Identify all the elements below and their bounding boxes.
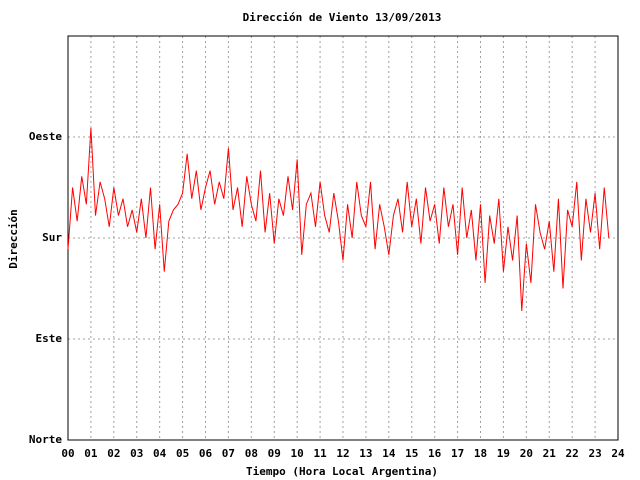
x-tick-label: 24 bbox=[611, 447, 625, 460]
x-tick-label: 21 bbox=[543, 447, 557, 460]
x-tick-label: 17 bbox=[451, 447, 464, 460]
x-tick-label: 10 bbox=[291, 447, 304, 460]
x-tick-label: 13 bbox=[359, 447, 372, 460]
plot-frame bbox=[67, 35, 619, 441]
x-tick-label: 03 bbox=[130, 447, 143, 460]
x-tick-label: 14 bbox=[382, 447, 396, 460]
x-tick-label: 22 bbox=[566, 447, 579, 460]
x-tick-label: 15 bbox=[405, 447, 418, 460]
y-tick-label: Norte bbox=[29, 433, 62, 446]
x-tick-label: 23 bbox=[588, 447, 601, 460]
x-tick-label: 08 bbox=[245, 447, 258, 460]
x-axis-label: Tiempo (Hora Local Argentina) bbox=[246, 465, 438, 478]
x-tick-label: 16 bbox=[428, 447, 442, 460]
y-axis-label: Dirección bbox=[7, 209, 20, 269]
line-series bbox=[67, 127, 610, 311]
x-tick-label: 09 bbox=[268, 447, 281, 460]
x-tick-label: 04 bbox=[153, 447, 167, 460]
y-tick-label: Este bbox=[36, 332, 63, 345]
x-tick-label: 06 bbox=[199, 447, 213, 460]
x-tick-label: 11 bbox=[313, 447, 327, 460]
x-tick-label: 00 bbox=[61, 447, 74, 460]
x-tick-label: 01 bbox=[84, 447, 98, 460]
y-tick-label: Oeste bbox=[29, 130, 62, 143]
x-tick-label: 20 bbox=[520, 447, 533, 460]
x-tick-label: 05 bbox=[176, 447, 189, 460]
x-tick-label: 07 bbox=[222, 447, 235, 460]
x-tick-label: 12 bbox=[336, 447, 349, 460]
chart-title: Dirección de Viento 13/09/2013 bbox=[243, 11, 442, 24]
x-tick-label: 02 bbox=[107, 447, 120, 460]
x-tick-label: 19 bbox=[497, 447, 510, 460]
y-tick-label: Sur bbox=[42, 231, 62, 244]
x-tick-label: 18 bbox=[474, 447, 487, 460]
